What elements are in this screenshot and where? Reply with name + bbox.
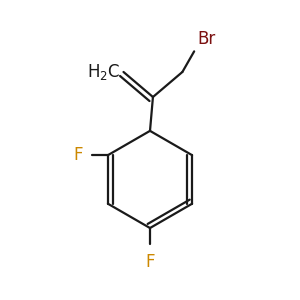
Text: F: F — [74, 146, 83, 164]
Text: H$_2$C: H$_2$C — [87, 62, 121, 82]
Text: Br: Br — [197, 30, 215, 48]
Text: F: F — [145, 253, 155, 271]
